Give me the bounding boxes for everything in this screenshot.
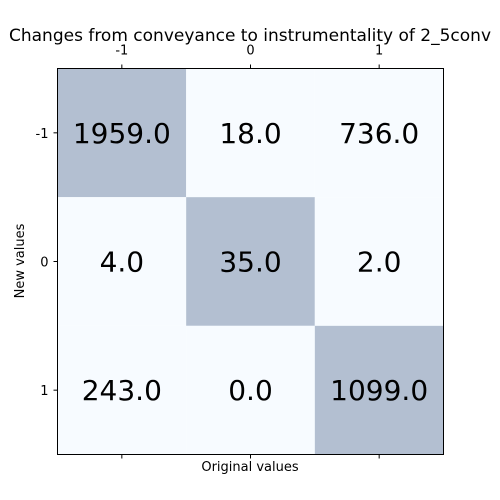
cell-value-label: 243.0	[82, 374, 162, 407]
x-axis-ticks: -1 0 1	[115, 44, 383, 459]
cell-value-label: 4.0	[100, 246, 145, 279]
y-axis-label: New values	[13, 223, 28, 298]
heatmap-cell	[314, 197, 444, 326]
heatmap-cell	[57, 325, 187, 455]
heatmap-cell	[186, 197, 315, 326]
y-tick-label: 1	[40, 384, 48, 399]
x-tick-label: 0	[246, 44, 254, 59]
y-axis-ticks: -1 0 1	[36, 127, 58, 399]
cell-value-label: 2.0	[357, 246, 402, 279]
cell-value-label: 0.0	[228, 374, 273, 407]
heatmap-cell	[314, 68, 444, 198]
x-axis-label: Original values	[201, 460, 299, 475]
y-tick-label: -1	[36, 127, 49, 142]
x-tick-label: 1	[375, 44, 383, 59]
cell-value-label: 35.0	[219, 246, 281, 279]
heatmap-cell	[186, 325, 315, 455]
heatmap-cells: 1959.0 18.0 736.0 4.0 35.0 2.0 243.0 0.0 1099.0	[57, 68, 444, 455]
heatmap-cell	[57, 197, 187, 326]
heatmap-cell	[314, 325, 444, 455]
heatmap-cell	[186, 68, 315, 198]
chart-title: Changes from conveyance to instrumentali…	[9, 26, 491, 46]
cell-value-label: 1959.0	[73, 117, 171, 150]
cell-value-label: 1099.0	[330, 374, 428, 407]
x-tick-label: -1	[115, 44, 128, 59]
cell-value-label: 736.0	[339, 117, 419, 150]
heatmap-cell	[57, 68, 187, 198]
cell-value-label: 18.0	[219, 117, 281, 150]
y-tick-label: 0	[40, 256, 48, 271]
